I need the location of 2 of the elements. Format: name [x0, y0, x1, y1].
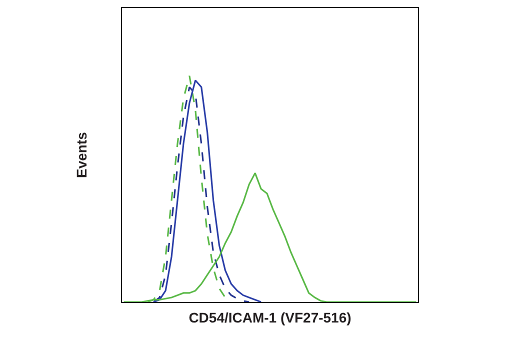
y-axis-title: Events	[74, 132, 90, 178]
x-axis-title: CD54/ICAM-1 (VF27-516)	[188, 310, 352, 326]
